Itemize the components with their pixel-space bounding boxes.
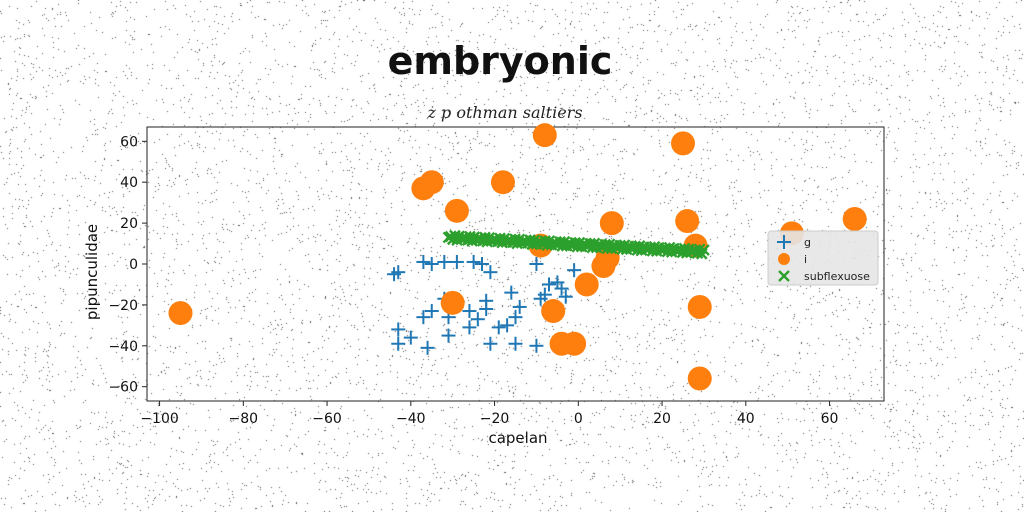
legend-label-subflexuose: subflexuose — [804, 270, 870, 283]
data-point-g — [462, 320, 477, 335]
data-point-g — [512, 299, 527, 314]
y-axis-label: pipunculidae — [83, 224, 101, 320]
x-tick-label: −100 — [140, 411, 178, 427]
data-point-g — [466, 254, 481, 269]
data-point-g — [449, 254, 464, 269]
data-point-g — [483, 265, 498, 280]
axes: −100 −80 −60 −40 −20 0 20 40 60 −60 −40 −20 0 20 40 60 — [108, 123, 885, 427]
legend-box — [767, 230, 879, 286]
data-point-i — [687, 294, 712, 319]
legend-label-i: i — [804, 253, 807, 266]
x-axis-label: capelan — [488, 429, 547, 447]
data-point-g — [437, 254, 452, 269]
data-point-subflexuose — [698, 244, 710, 256]
legend: gi subflexuose — [767, 230, 879, 286]
data-point-g — [475, 257, 489, 271]
data-point-g — [567, 263, 582, 278]
y-tick-label: 20 — [120, 216, 138, 232]
x-tick-label: 20 — [653, 411, 671, 427]
data-point-i — [675, 209, 700, 234]
data-point-g — [491, 320, 506, 335]
y-tick-label: −60 — [108, 380, 138, 396]
y-tick-label: 40 — [120, 175, 138, 191]
data-point-g — [424, 304, 439, 319]
data-point-g — [554, 281, 569, 296]
y-tick-label: 60 — [120, 134, 138, 150]
data-point-g — [420, 340, 435, 355]
data-point-i — [671, 131, 695, 156]
data-point-i — [419, 170, 444, 195]
y-tick-label: 0 — [129, 257, 138, 273]
data-point-g — [470, 312, 485, 327]
data-point-g — [542, 277, 556, 292]
data-point-g — [416, 310, 431, 325]
x-axis: −100 −80 −60 −40 −20 0 20 40 60 — [140, 401, 838, 427]
data-point-i — [490, 170, 515, 195]
data-point-i — [532, 123, 557, 148]
data-point-i — [599, 211, 624, 236]
legend-marker-i — [778, 253, 790, 265]
data-point-g — [391, 322, 406, 337]
x-tick-label: −20 — [480, 411, 510, 427]
x-tick-label: −80 — [229, 411, 259, 427]
data-point-i — [444, 198, 469, 223]
x-tick-label: 0 — [574, 411, 583, 427]
data-point-g — [558, 289, 573, 304]
data-point-g — [508, 310, 523, 325]
data-point-g — [441, 328, 456, 343]
data-point-g — [483, 336, 498, 351]
data-point-g — [403, 330, 418, 345]
x-tick-label: −60 — [312, 411, 342, 427]
x-tick-label: 40 — [737, 411, 755, 427]
legend-label-g: g — [804, 236, 811, 249]
data-point-i — [440, 290, 465, 315]
legend-marker-g — [777, 235, 791, 249]
data-point-g — [529, 338, 544, 353]
data-point-i — [541, 299, 566, 324]
data-point-g — [508, 336, 523, 351]
data-point-g — [500, 318, 515, 333]
data-point-g — [391, 265, 406, 280]
data-point-g — [462, 304, 477, 319]
x-tick-label: 60 — [821, 411, 839, 427]
chart-title: embryonic — [388, 39, 613, 83]
data-point-g — [424, 257, 439, 271]
data-point-i — [562, 331, 587, 356]
data-point-g — [391, 336, 406, 351]
data-point-g — [537, 287, 552, 302]
data-point-g — [529, 257, 544, 271]
chart-subtitle: z p othman saltiers — [426, 103, 582, 122]
legend-marker-subflexuose — [778, 270, 790, 282]
y-axis: −60 −40 −20 0 20 40 60 — [108, 134, 147, 396]
data-point-i — [168, 301, 193, 326]
plot-area — [168, 123, 867, 391]
data-point-g — [504, 285, 519, 300]
y-tick-label: −20 — [108, 298, 138, 314]
data-point-g — [416, 254, 431, 269]
data-point-g — [479, 301, 494, 316]
x-tick-label: −40 — [396, 411, 426, 427]
data-point-i — [574, 272, 599, 297]
data-point-i — [687, 366, 712, 391]
y-tick-label: −40 — [108, 339, 138, 355]
data-point-i — [842, 207, 867, 232]
